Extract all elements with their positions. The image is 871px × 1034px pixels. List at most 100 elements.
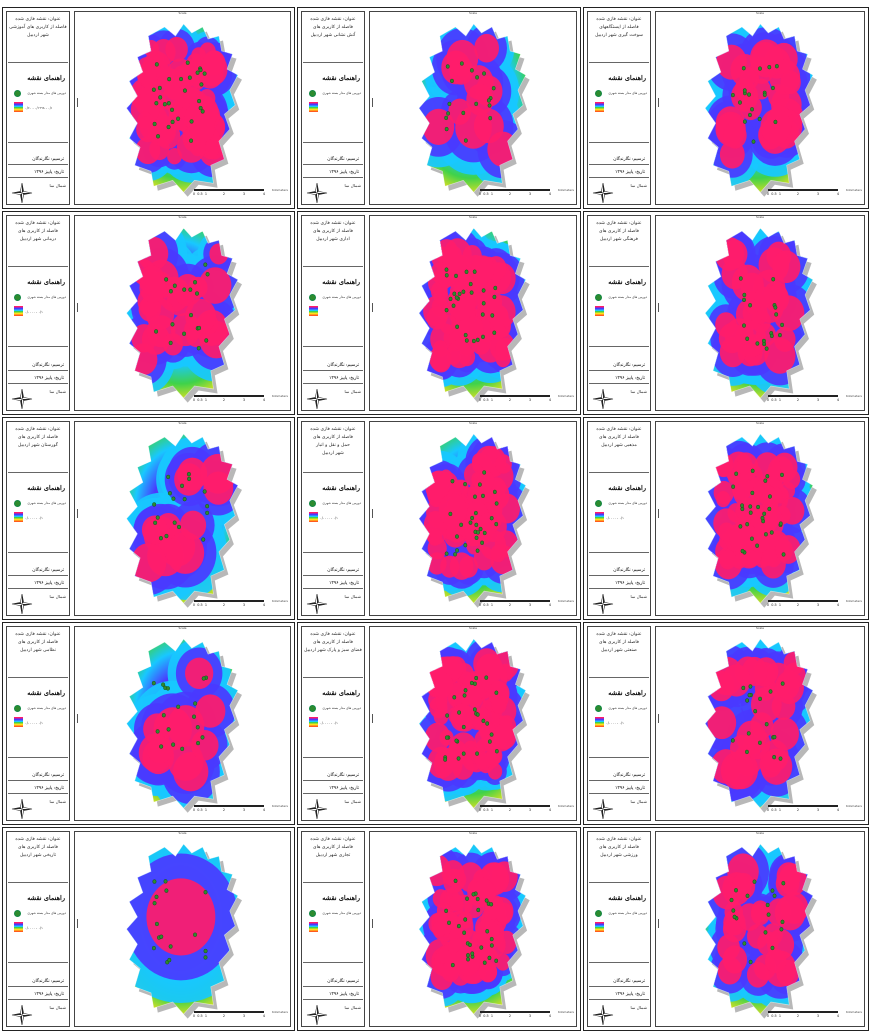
map-legend: راهنمای نقشه دوربین های مدار بسته شهری — [589, 268, 649, 347]
map-sidebar: عنوان: نقشه فازی شده فاصله از کاربری های و… — [587, 831, 651, 1027]
station-marker — [758, 66, 763, 71]
station-marker — [486, 98, 491, 103]
station-marker — [471, 892, 476, 897]
scale-segment — [194, 189, 200, 191]
frame-tick — [372, 508, 376, 518]
scale-unit: Kilometers — [557, 188, 574, 192]
map-title-line: عنوان: نقشه فازی شده — [596, 632, 642, 637]
station-marker — [748, 504, 753, 509]
station-marker — [757, 116, 762, 122]
map-title-line: فاصله از کاربری های — [313, 229, 353, 234]
station-marker — [741, 685, 746, 691]
map-panel: عنوان: نقشه فازی شده فاصله از کاربری های ف… — [583, 211, 869, 415]
map-sidebar: عنوان: نقشه فازی شده فاصله از کاربری های د… — [6, 215, 70, 411]
map-title: عنوان: نقشه فازی شده فاصله از ایستگاههای س… — [589, 13, 649, 63]
station-marker — [166, 76, 171, 82]
station-marker — [480, 540, 484, 545]
north-label: شمال نما — [630, 183, 647, 188]
station-marker — [462, 930, 466, 935]
north-label: شمال نما — [49, 1005, 66, 1010]
map-author: ترسیم: نگارندگان — [589, 566, 649, 576]
station-marker — [731, 908, 736, 913]
station-marker — [185, 60, 190, 65]
station-marker — [767, 64, 772, 70]
scale-segment — [774, 1011, 780, 1013]
fuzzy-distance-map — [125, 227, 242, 403]
station-marker — [444, 908, 448, 914]
map-date: تاریخ: پاییز ۱۳۹۶ — [589, 168, 649, 178]
map-surface — [126, 24, 238, 193]
map-date: تاریخ: پاییز ۱۳۹۶ — [8, 374, 68, 384]
scale-number: 0.5 — [771, 808, 777, 812]
scale-number: 0 — [766, 398, 770, 402]
station-marker — [472, 681, 477, 686]
station-marker — [450, 962, 455, 968]
map-title: عنوان: نقشه فازی شده فاصله از کاربری های ن… — [8, 628, 68, 678]
scale-segment — [480, 1011, 486, 1013]
legend-station-label: دوربین های مدار بسته شهری — [608, 91, 647, 95]
map-title-line: فاصله از کاربری های — [18, 845, 58, 850]
station-marker-icon — [309, 500, 316, 507]
station-marker — [152, 520, 157, 525]
scale-segment — [200, 600, 206, 602]
map-sidebar: عنوان: نقشه فازی شده فاصله از کاربری های ف… — [301, 626, 365, 821]
scale-label: Scale — [178, 626, 187, 630]
station-marker — [756, 504, 761, 510]
fuzzy-distance-map — [418, 433, 530, 608]
scale-segment — [244, 395, 264, 397]
legend-title: راهنمای نقشه — [322, 894, 360, 902]
scale-segment — [818, 189, 838, 191]
station-marker — [490, 313, 495, 318]
station-marker — [734, 471, 739, 476]
station-marker — [771, 85, 776, 91]
fuzzy-distance-map — [705, 638, 818, 813]
map-title-line: درمانی شهر اردبیل — [19, 237, 57, 242]
station-marker — [195, 725, 200, 730]
legend-color-ramp — [309, 717, 318, 727]
compass-rose-icon — [592, 798, 614, 820]
map-sidebar: عنوان: نقشه فازی شده فاصله از کاربری های ح… — [301, 421, 365, 616]
station-marker — [474, 101, 478, 107]
scale-segment — [194, 805, 200, 807]
scale-segment — [480, 395, 486, 397]
station-marker — [489, 732, 494, 737]
legend-station-label: دوربین های مدار بسته شهری — [27, 91, 66, 95]
map-title: عنوان: نقشه فازی شده فاصله از کاربری های م… — [589, 423, 649, 473]
map-surface — [126, 434, 238, 604]
station-marker — [750, 490, 755, 496]
legend-title: راهنمای نقشه — [608, 278, 646, 286]
frame-tick — [77, 508, 81, 518]
compass-rose-icon — [306, 1004, 328, 1026]
legend-station-label: دوربین های مدار بسته شهری — [322, 706, 361, 710]
map-title-line: فاصله از کاربری های — [313, 640, 353, 645]
station-marker-icon — [14, 90, 21, 97]
station-marker — [481, 718, 486, 724]
scale-number: 2 — [796, 192, 800, 196]
station-marker — [780, 472, 785, 478]
scale-segment — [780, 600, 798, 602]
north-label: شمال نما — [49, 183, 66, 188]
map-title-line: آتش نشانی شهر اردبیل — [310, 33, 356, 38]
station-marker — [474, 675, 478, 681]
station-marker — [485, 929, 490, 934]
scale-segment — [480, 189, 486, 191]
map-date: تاریخ: پاییز ۱۳۹۶ — [303, 784, 363, 794]
compass-rose-icon — [592, 593, 614, 615]
map-frame: Scale 0 0.5 1 2 3 4 Kilometers — [74, 215, 291, 411]
station-marker — [768, 689, 773, 694]
station-marker — [477, 482, 482, 487]
station-marker — [748, 684, 753, 689]
map-title-line: عنوان: نقشه فازی شده — [596, 427, 642, 432]
scale-label: Scale — [755, 626, 765, 630]
map-title-line: شهر اردبیل — [27, 33, 49, 38]
scale-number: 0 — [478, 603, 482, 607]
station-marker — [731, 738, 735, 743]
station-marker — [739, 276, 743, 281]
station-marker — [771, 277, 776, 282]
scale-number: 0.5 — [197, 808, 203, 812]
scale-number: 0.5 — [483, 603, 489, 607]
scale-bar: 0 0.5 1 2 3 4 Kilometers — [767, 188, 862, 199]
map-panel: عنوان: نقشه فازی شده فاصله از کاربری های و… — [583, 827, 869, 1031]
scale-segment — [492, 805, 510, 807]
station-marker — [481, 301, 486, 306]
